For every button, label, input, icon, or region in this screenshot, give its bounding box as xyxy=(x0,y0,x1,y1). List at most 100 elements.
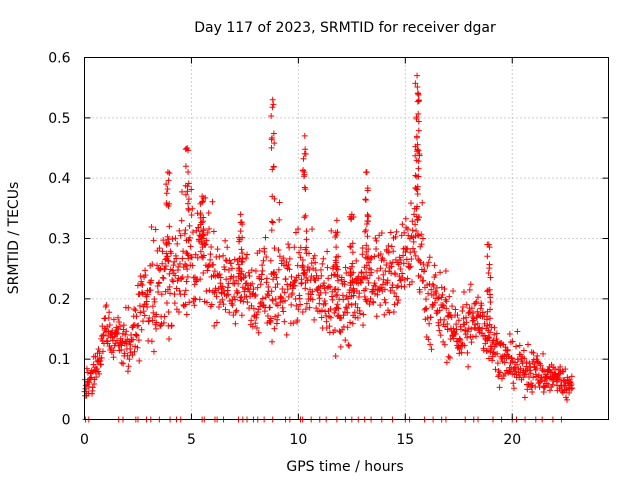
data-point-marker xyxy=(372,283,379,290)
data-point-marker xyxy=(197,248,204,255)
data-point-marker xyxy=(264,291,271,298)
data-point-marker xyxy=(332,352,339,359)
data-point-marker xyxy=(453,321,460,328)
data-point-marker xyxy=(468,326,475,333)
axis-ticks xyxy=(84,57,609,420)
data-point-marker xyxy=(347,319,354,326)
data-point-marker xyxy=(253,324,260,331)
data-point-marker xyxy=(510,380,517,387)
data-point-marker xyxy=(184,188,191,195)
data-point-marker xyxy=(354,304,361,311)
data-point-marker xyxy=(561,377,568,384)
data-point-marker xyxy=(285,293,292,300)
data-point-marker xyxy=(487,274,494,281)
data-point-marker xyxy=(496,384,503,391)
data-point-marker xyxy=(473,298,480,305)
data-point-marker xyxy=(175,309,182,316)
data-point-marker xyxy=(280,255,287,262)
data-point-marker xyxy=(526,367,533,374)
data-point-marker xyxy=(191,281,198,288)
data-point-marker xyxy=(268,218,275,225)
data-point-marker xyxy=(521,394,528,401)
data-point-marker xyxy=(487,306,494,313)
data-point-marker xyxy=(179,255,186,262)
data-point-marker xyxy=(171,258,178,265)
data-point-marker xyxy=(529,382,536,389)
data-point-marker xyxy=(428,346,435,353)
data-point-marker xyxy=(268,227,275,234)
data-point-marker xyxy=(411,248,418,255)
data-point-marker xyxy=(443,305,450,312)
data-point-marker xyxy=(333,217,340,224)
data-point-marker xyxy=(183,146,190,153)
data-point-marker xyxy=(318,314,325,321)
data-point-marker xyxy=(292,229,299,236)
data-point-marker xyxy=(521,355,528,362)
data-point-marker xyxy=(275,266,282,273)
data-point-marker xyxy=(191,302,198,309)
data-point-marker xyxy=(164,253,171,260)
data-point-marker xyxy=(305,250,312,257)
data-point-marker xyxy=(331,327,338,334)
data-point-marker xyxy=(149,261,156,268)
data-point-marker xyxy=(204,229,211,236)
data-point-marker xyxy=(401,276,408,283)
data-point-marker xyxy=(139,290,146,297)
data-point-marker xyxy=(355,273,362,280)
data-point-marker xyxy=(488,324,495,331)
data-point-marker xyxy=(179,274,186,281)
data-point-marker xyxy=(530,374,537,381)
data-point-marker xyxy=(425,290,432,297)
data-point-marker xyxy=(269,96,276,103)
data-point-marker xyxy=(301,214,308,221)
data-point-marker xyxy=(447,335,454,342)
data-point-marker xyxy=(443,298,450,305)
data-point-marker xyxy=(170,262,177,269)
data-point-marker xyxy=(131,306,138,313)
data-point-marker xyxy=(545,367,552,374)
data-point-marker xyxy=(206,287,213,294)
data-point-marker xyxy=(431,262,438,269)
data-point-marker xyxy=(105,314,112,321)
data-point-marker xyxy=(159,260,166,267)
data-point-marker xyxy=(316,300,323,307)
data-point-marker xyxy=(200,214,207,221)
data-point-marker xyxy=(373,237,380,244)
data-point-marker xyxy=(182,301,189,308)
data-point-marker xyxy=(378,284,385,291)
data-point-marker xyxy=(444,326,451,333)
data-point-marker xyxy=(334,272,341,279)
data-point-marker xyxy=(93,374,100,381)
data-point-marker xyxy=(201,240,208,247)
data-point-marker xyxy=(182,163,189,170)
data-point-marker xyxy=(334,277,341,284)
data-point-marker xyxy=(93,365,100,372)
data-point-marker xyxy=(358,269,365,276)
data-point-marker xyxy=(291,244,298,251)
data-point-marker xyxy=(278,294,285,301)
data-points xyxy=(81,72,576,423)
data-point-marker xyxy=(308,291,315,298)
data-point-marker xyxy=(344,324,351,331)
data-point-marker xyxy=(349,240,356,247)
data-point-marker xyxy=(494,360,501,367)
data-point-marker xyxy=(274,302,281,309)
y-tick-label: 0.2 xyxy=(48,292,70,308)
data-point-marker xyxy=(383,262,390,269)
data-point-marker xyxy=(364,255,371,262)
data-point-marker xyxy=(365,259,372,266)
data-point-marker xyxy=(414,141,421,148)
data-point-marker xyxy=(213,319,220,326)
data-point-marker xyxy=(441,341,448,348)
y-tick-labels: 0 0.1 0.2 0.3 0.4 0.5 0.6 xyxy=(48,51,70,429)
data-point-marker xyxy=(300,173,307,180)
data-point-marker xyxy=(151,298,158,305)
data-point-marker xyxy=(96,350,103,357)
data-point-marker xyxy=(256,247,263,254)
data-point-marker xyxy=(301,132,308,139)
data-point-marker xyxy=(341,281,348,288)
data-point-marker xyxy=(277,299,284,306)
data-point-marker xyxy=(163,240,170,247)
data-point-marker xyxy=(514,328,521,335)
data-point-marker xyxy=(274,280,281,287)
